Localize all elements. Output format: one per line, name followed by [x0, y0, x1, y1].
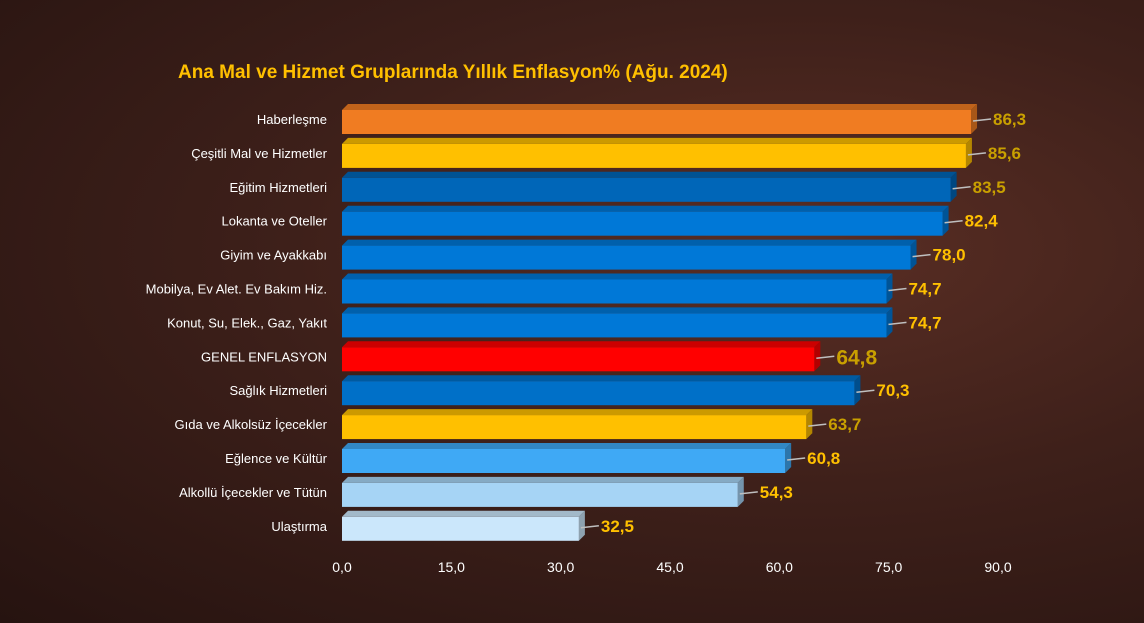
bar-top-face	[342, 375, 861, 382]
bar	[342, 110, 972, 134]
leader-line	[856, 389, 875, 393]
category-label: GENEL ENFLASYON	[201, 349, 327, 364]
bar-side-face	[737, 476, 744, 507]
value-label: 54,3	[760, 483, 793, 502]
bar-side-face	[854, 375, 861, 406]
leader-line	[888, 321, 907, 326]
bar-side-face	[942, 205, 949, 236]
category-label: Gıda ve Alkolsüz İçecekler	[175, 417, 328, 432]
chart-title: Ana Mal ve Hizmet Gruplarında Yıllık Enf…	[178, 62, 728, 83]
bar-top-face	[342, 273, 893, 280]
bar-side-face	[785, 443, 792, 473]
bar-top-face	[342, 476, 744, 483]
bar	[342, 347, 815, 372]
x-tick-label: 0,0	[332, 559, 352, 575]
bar	[342, 313, 887, 338]
category-label: Çeşitli Mal ve Hizmetler	[191, 146, 327, 161]
value-label: 74,7	[908, 280, 941, 299]
category-label: Eğlence ve Kültür	[225, 451, 328, 466]
category-label: Mobilya, Ev Alet. Ev Bakım Hiz.	[146, 282, 327, 297]
leader-line	[972, 118, 992, 122]
bar-side-face	[910, 239, 917, 270]
bar	[342, 415, 807, 440]
category-label: Konut, Su, Elek., Gaz, Yakıt	[167, 315, 327, 330]
bar-side-face	[950, 171, 957, 202]
category-label: Haberleşme	[257, 112, 327, 127]
x-tick-label: 30,0	[547, 559, 574, 575]
leader-line	[888, 287, 907, 292]
bar-side-face	[806, 409, 813, 440]
leader-line	[739, 491, 758, 495]
bar-top-face	[342, 104, 978, 110]
leader-line	[967, 152, 987, 156]
category-label: Lokanta ve Oteller	[221, 214, 327, 229]
leader-line	[808, 423, 827, 427]
category-label: Eğitim Hizmetleri	[229, 180, 327, 195]
bar-top-face	[342, 137, 972, 144]
value-label: 78,0	[933, 246, 966, 265]
bar-side-face	[971, 104, 978, 134]
category-label: Ulaştırma	[271, 519, 327, 534]
bar	[342, 245, 911, 270]
value-label: 83,5	[973, 178, 1006, 197]
leader-line	[580, 525, 599, 529]
bar-top-face	[342, 205, 949, 212]
bar-top-face	[342, 443, 792, 449]
bar-top-face	[342, 239, 917, 246]
bar	[342, 279, 887, 304]
bar-top-face	[342, 341, 821, 348]
value-label: 85,6	[988, 144, 1021, 163]
bar-top-face	[342, 409, 813, 416]
value-label: 63,7	[828, 415, 861, 434]
bar	[342, 381, 855, 406]
bar-side-face	[965, 137, 972, 168]
value-label: 74,7	[908, 313, 941, 332]
category-label: Giyim ve Ayakkabı	[220, 248, 327, 263]
bar-side-face	[886, 307, 893, 338]
x-tick-label: 15,0	[438, 559, 465, 575]
category-label: Alkollü İçecekler ve Tütün	[179, 485, 327, 500]
bar-side-face	[578, 510, 585, 541]
bar	[342, 177, 951, 202]
leader-line	[944, 219, 963, 224]
bar-top-face	[342, 171, 957, 178]
value-label: 64,8	[836, 346, 877, 369]
value-label: 82,4	[965, 212, 999, 231]
value-label: 60,8	[807, 449, 840, 468]
value-label: 86,3	[993, 110, 1026, 129]
bar	[342, 482, 738, 507]
x-tick-label: 60,0	[766, 559, 793, 575]
bar	[342, 449, 786, 473]
leader-line	[816, 355, 835, 360]
value-label: 70,3	[876, 381, 909, 400]
bar-side-face	[886, 273, 893, 304]
value-label: 32,5	[601, 517, 634, 536]
bar	[342, 516, 579, 541]
bar-top-face	[342, 510, 585, 517]
bar-side-face	[814, 341, 821, 372]
leader-line	[912, 253, 931, 258]
category-label: Sağlık Hizmetleri	[229, 383, 327, 398]
bar	[342, 211, 943, 236]
x-tick-label: 90,0	[984, 559, 1011, 575]
leader-line	[952, 186, 971, 190]
x-tick-label: 45,0	[656, 559, 683, 575]
bar-top-face	[342, 307, 893, 314]
bar	[342, 143, 966, 168]
x-tick-label: 75,0	[875, 559, 902, 575]
leader-line	[787, 457, 806, 461]
